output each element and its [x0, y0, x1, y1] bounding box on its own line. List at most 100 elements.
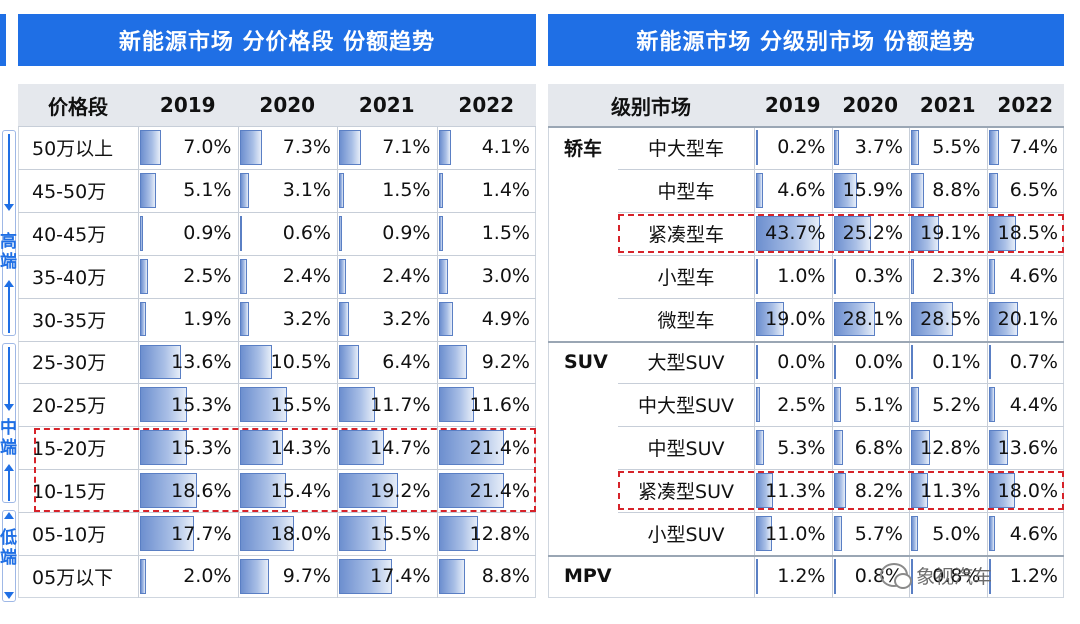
share-bar: [339, 344, 359, 380]
share-bar: [988, 344, 991, 380]
share-value: 7.1%: [382, 136, 431, 159]
share-bar: [140, 559, 147, 594]
share-value: 15.3%: [171, 393, 232, 416]
share-bar: [988, 172, 999, 208]
share-bar: [339, 473, 398, 509]
share-value: 7.3%: [282, 136, 331, 159]
share-value: 2.4%: [282, 265, 331, 288]
share-value: 0.6%: [282, 222, 331, 245]
share-value: 15.5%: [370, 522, 431, 545]
row-header-label: 价格段: [18, 84, 138, 126]
price-segment-label: 10-15万: [32, 481, 107, 504]
vehicle-class-label: 中大型车: [647, 137, 724, 160]
share-value: 4.6%: [1009, 522, 1058, 545]
share-bar: [833, 215, 871, 251]
vehicle-class-label: 中型车: [657, 180, 715, 203]
share-bar: [438, 344, 467, 380]
share-value: 12.8%: [920, 436, 981, 459]
vehicle-class-label: 大型SUV: [647, 352, 725, 375]
share-value: 3.1%: [282, 179, 331, 202]
row-divider: [18, 211, 536, 213]
column-header-2020: 2020: [237, 84, 337, 126]
share-value: 0.3%: [854, 265, 903, 288]
mid-arrow-line: [8, 347, 10, 405]
share-value: 11.7%: [370, 393, 431, 416]
share-value: 5.7%: [854, 522, 903, 545]
share-value: 3.2%: [382, 308, 431, 331]
share-value: 4.1%: [481, 136, 530, 159]
row-header-label: 级别市场: [548, 84, 754, 126]
source-watermark: 象视汽车: [880, 560, 992, 590]
share-bar: [239, 258, 247, 294]
price-segment-label: 05-10万: [32, 524, 107, 547]
vehicle-class-label: 紧凑型车: [647, 223, 724, 246]
share-value: 19.1%: [920, 222, 981, 245]
share-bar: [239, 473, 287, 509]
share-bar: [756, 301, 784, 337]
column-header-2021: 2021: [909, 84, 987, 126]
share-bar: [911, 473, 928, 509]
share-bar: [988, 473, 1015, 509]
share-bar: [911, 387, 919, 423]
down-arrow-icon: [4, 204, 14, 211]
share-bar: [438, 387, 474, 423]
price-segment-label: 25-30万: [32, 352, 107, 375]
share-bar: [438, 473, 504, 509]
share-value: 21.4%: [469, 436, 530, 459]
share-value: 2.0%: [183, 565, 232, 588]
share-value: 2.3%: [932, 265, 981, 288]
share-bar: [339, 130, 361, 165]
share-bar: [239, 301, 250, 337]
down-arrow-icon: [4, 592, 14, 599]
share-value: 5.0%: [932, 522, 981, 545]
up-arrow-icon: [4, 512, 14, 519]
row-divider: [18, 254, 536, 256]
high-arrow-line-lower: [8, 287, 10, 333]
share-bar: [988, 516, 996, 551]
high-arrow-line: [8, 134, 10, 206]
column-header-2019: 2019: [754, 84, 832, 126]
down-arrow-icon: [4, 404, 14, 411]
column-header-2022: 2022: [986, 84, 1064, 126]
share-bar: [756, 430, 764, 466]
share-value: 28.1%: [842, 308, 903, 331]
share-value: 5.3%: [777, 436, 826, 459]
share-bar: [833, 258, 836, 294]
share-bar: [756, 516, 773, 551]
share-bar: [239, 559, 270, 594]
wechat-icon: [880, 563, 912, 589]
column-header-2022: 2022: [436, 84, 536, 126]
price-segment-label: 45-50万: [32, 180, 107, 203]
share-bar: [911, 344, 913, 380]
price-segment-label: 15-20万: [32, 438, 107, 461]
share-bar: [988, 258, 996, 294]
share-value: 18.0%: [270, 522, 331, 545]
row-divider: [618, 254, 1064, 256]
column-header-2021: 2021: [337, 84, 437, 126]
share-value: 10.5%: [270, 350, 331, 373]
vehicle-class-label: 中大型SUV: [638, 395, 734, 418]
share-bar: [911, 430, 930, 466]
share-value: 0.8%: [932, 565, 981, 588]
share-bar: [239, 344, 272, 380]
share-value: 17.4%: [370, 565, 431, 588]
row-divider: [18, 340, 536, 342]
highlight-box: [34, 428, 536, 513]
share-bar: [988, 430, 1009, 466]
share-bar: [988, 215, 1016, 251]
share-value: 3.2%: [282, 308, 331, 331]
share-value: 43.7%: [765, 222, 826, 245]
share-bar: [833, 344, 836, 380]
share-value: 0.0%: [854, 350, 903, 373]
mid-segment-bracket: [2, 343, 16, 503]
price-segment-label: 05万以下: [32, 566, 114, 589]
share-bar: [911, 215, 940, 251]
share-value: 19.0%: [765, 308, 826, 331]
share-bar: [833, 559, 836, 594]
share-bar: [438, 172, 443, 208]
column-divider: [909, 126, 910, 598]
share-bar: [988, 559, 991, 594]
share-bar: [140, 430, 187, 466]
column-header-2020: 2020: [831, 84, 909, 126]
share-value: 5.1%: [183, 179, 232, 202]
